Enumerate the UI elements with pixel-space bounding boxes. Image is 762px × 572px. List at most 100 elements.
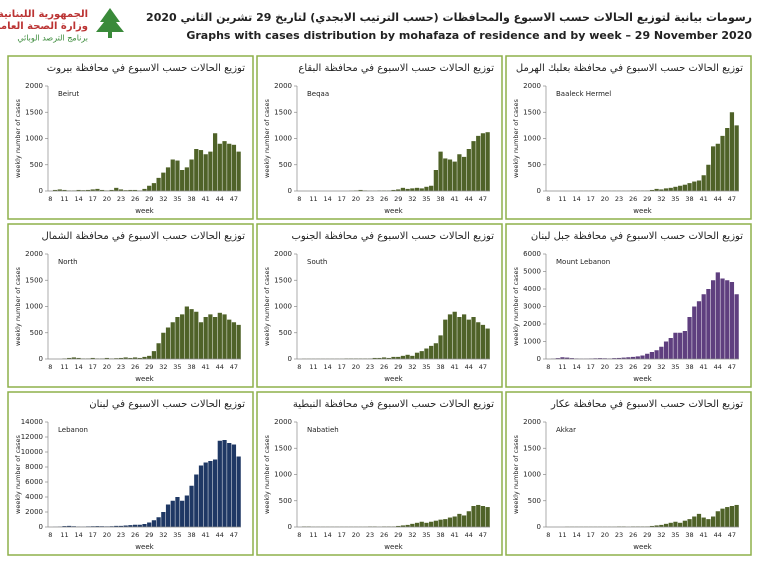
y-tick-label: 2000 <box>25 250 43 258</box>
bar <box>725 507 730 527</box>
y-tick-label: 2000 <box>274 418 292 426</box>
x-tick-label: 17 <box>89 363 97 371</box>
bar <box>424 348 429 359</box>
x-tick-label: 26 <box>131 195 139 203</box>
y-axis-label: weekly number of cases <box>512 266 520 346</box>
y-tick-label: 500 <box>528 161 541 169</box>
panel-border <box>256 223 503 388</box>
x-tick-label: 17 <box>338 363 346 371</box>
bar <box>208 151 213 191</box>
bar <box>466 319 471 359</box>
y-tick-label: 1000 <box>523 471 541 479</box>
bar <box>137 357 142 359</box>
panel-border <box>505 391 752 556</box>
bar <box>180 500 185 527</box>
bar <box>104 357 109 359</box>
bar <box>452 161 457 191</box>
x-tick-label: 41 <box>700 363 708 371</box>
bar <box>231 144 237 191</box>
x-tick-label: 26 <box>629 195 637 203</box>
x-tick-label: 32 <box>657 195 665 203</box>
bar <box>626 357 631 359</box>
bar <box>358 189 363 191</box>
x-tick-label: 29 <box>394 531 402 539</box>
bar <box>217 440 222 527</box>
y-tick-label: 0 <box>39 523 43 531</box>
bar <box>433 343 438 359</box>
x-tick-label: 38 <box>187 363 195 371</box>
bar <box>100 189 105 191</box>
x-tick-label: 41 <box>202 363 210 371</box>
bar <box>396 356 401 359</box>
x-tick-label: 38 <box>685 195 693 203</box>
x-tick-label: 14 <box>74 531 82 539</box>
bar <box>76 189 81 191</box>
bar <box>424 186 429 191</box>
y-tick-label: 0 <box>537 523 541 531</box>
x-tick-label: 29 <box>145 531 153 539</box>
bar <box>396 189 401 191</box>
bar <box>71 357 77 359</box>
bar <box>161 332 166 359</box>
bar <box>203 462 208 527</box>
bar <box>400 187 406 191</box>
x-tick-label: 35 <box>422 363 430 371</box>
x-axis-label: week <box>633 375 652 383</box>
bar <box>729 506 735 527</box>
x-tick-label: 47 <box>728 363 736 371</box>
x-tick-label: 23 <box>615 531 623 539</box>
y-tick-label: 14000 <box>21 418 43 426</box>
bar <box>438 151 443 191</box>
bar <box>114 525 119 527</box>
x-tick-label: 32 <box>408 363 416 371</box>
bar <box>156 177 161 191</box>
x-axis-label: week <box>384 543 403 551</box>
bar <box>569 358 575 359</box>
bar <box>485 328 490 359</box>
chart-title: توزيع الحالات حسب الاسبوع في لبنان <box>89 399 245 410</box>
bar <box>151 183 157 191</box>
x-tick-label: 23 <box>366 531 374 539</box>
x-tick-label: 29 <box>394 363 402 371</box>
bar <box>165 504 171 527</box>
x-tick-label: 32 <box>159 195 167 203</box>
bar <box>414 352 420 359</box>
x-tick-label: 38 <box>187 195 195 203</box>
bar <box>687 317 692 359</box>
y-tick-label: 1500 <box>25 276 43 284</box>
bar <box>673 521 678 527</box>
bar <box>433 520 438 527</box>
x-tick-label: 11 <box>558 363 566 371</box>
y-axis-label: weekly number of cases <box>14 98 22 178</box>
bar <box>710 516 716 527</box>
x-tick-label: 35 <box>173 195 181 203</box>
y-axis-label: weekly number of cases <box>14 266 22 346</box>
panel-border <box>505 223 752 388</box>
bar <box>678 522 683 527</box>
y-axis-label: weekly number of cases <box>512 98 520 178</box>
bar <box>447 314 453 359</box>
y-tick-label: 2000 <box>274 250 292 258</box>
chart-panel: توزيع الحالات حسب الاسبوع في محافظة البق… <box>256 55 503 220</box>
x-tick-label: 41 <box>700 195 708 203</box>
x-tick-label: 26 <box>380 363 388 371</box>
bar <box>659 346 664 359</box>
series-label: Lebanon <box>58 426 88 434</box>
bar <box>485 507 490 527</box>
bar <box>142 524 147 527</box>
bar <box>734 504 739 527</box>
bar <box>231 322 237 359</box>
bar <box>165 327 171 359</box>
x-tick-label: 14 <box>572 531 580 539</box>
bar <box>236 456 241 527</box>
x-tick-label: 14 <box>74 195 82 203</box>
bar <box>471 141 476 191</box>
x-tick-label: 17 <box>587 531 595 539</box>
bar <box>405 188 410 191</box>
x-tick-label: 17 <box>338 195 346 203</box>
x-tick-label: 26 <box>380 195 388 203</box>
x-tick-label: 20 <box>103 531 111 539</box>
bar <box>123 190 128 191</box>
x-tick-label: 38 <box>685 531 693 539</box>
x-tick-label: 32 <box>657 363 665 371</box>
